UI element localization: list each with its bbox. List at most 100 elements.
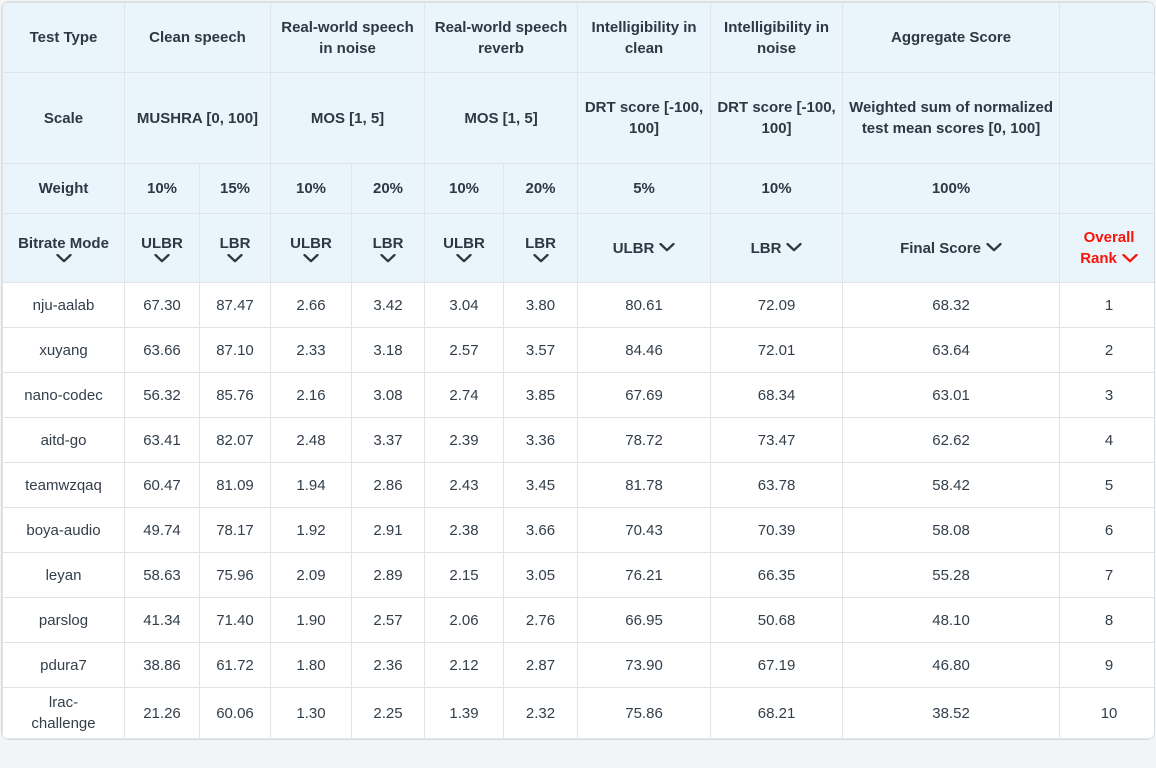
score-cell: 21.26 (124, 687, 200, 739)
team-name-cell: lrac-challenge (2, 687, 125, 739)
score-cell: 3.80 (503, 282, 579, 328)
score-cell: 2.16 (270, 372, 352, 418)
sort-header-final-score-9[interactable]: Final Score (842, 213, 1061, 283)
sort-header-ulbr-7[interactable]: ULBR (577, 213, 712, 283)
chevron-down-icon (55, 254, 72, 263)
score-cell: 48.10 (842, 597, 1061, 643)
header-label: Real-world speech reverb (434, 18, 568, 57)
header-cell-scale-drt-score-100-100: DRT score [-100, 100] (577, 72, 712, 164)
score-cell: 75.86 (577, 687, 712, 739)
table-row-nju-aalab: nju-aalab 67.30 87.47 2.66 3.42 3.04 3.80 80.61… (2, 282, 1154, 328)
score-cell: 41.34 (124, 597, 200, 643)
score-cell: 1.94 (270, 462, 352, 508)
score-cell: 3.42 (350, 282, 426, 328)
score-cell: 76.21 (577, 552, 712, 598)
score-cell: 2.87 (503, 642, 579, 688)
sort-header-lbr-8[interactable]: LBR (710, 213, 844, 283)
score-cell: 2.12 (424, 642, 505, 688)
score-cell: 2.66 (270, 282, 352, 328)
header-cell-scale-empty (1059, 72, 1154, 164)
score-cell: 67.19 (710, 642, 844, 688)
sort-header-label: ULBR (443, 235, 485, 252)
table-row-boya-audio: boya-audio 49.74 78.17 1.92 2.91 2.38 3.66 70.4… (2, 507, 1154, 553)
header-cell-test-type-intelligibility-in-noise: Intelligibility in noise (710, 2, 844, 73)
rank-cell: 10 (1059, 687, 1154, 739)
header-label: 20% (525, 180, 556, 197)
header-cell-scale-drt-score-100-100: DRT score [-100, 100] (710, 72, 844, 164)
header-cell-test-type-intelligibility-in-clean: Intelligibility in clean (577, 2, 712, 73)
score-cell: 2.15 (424, 552, 505, 598)
table-row-nano-codec: nano-codec 56.32 85.76 2.16 3.08 2.74 3.85 67.6… (2, 372, 1154, 418)
score-cell: 3.08 (350, 372, 426, 418)
header-row-scale: Scale MUSHRA [0, 100] MOS [1, 5] MOS [1, 5]… (2, 72, 1154, 164)
table-row-aitd-go: aitd-go 63.41 82.07 2.48 3.37 2.39 3.36 78.72 73… (2, 417, 1154, 463)
score-cell: 67.30 (124, 282, 200, 328)
score-cell: 58.63 (124, 552, 200, 598)
score-cell: 3.57 (503, 327, 579, 373)
rank-cell: 7 (1059, 552, 1154, 598)
score-cell: 81.78 (577, 462, 712, 508)
score-cell: 2.74 (424, 372, 505, 418)
header-cell-weight-weight: Weight (2, 163, 125, 214)
header-label: 20% (372, 180, 404, 197)
score-cell: 1.80 (270, 642, 352, 688)
score-cell: 60.06 (199, 687, 271, 739)
sort-header-ulbr-5[interactable]: ULBR (424, 213, 505, 283)
score-cell: 3.18 (350, 327, 426, 373)
sort-header-ulbr-3[interactable]: ULBR (270, 213, 352, 283)
score-cell: 3.85 (503, 372, 579, 418)
sort-header-lbr-2[interactable]: LBR (199, 213, 271, 283)
score-cell: 2.33 (270, 327, 352, 373)
team-name-cell: aitd-go (2, 417, 125, 463)
header-cell-test-type-real-world-speech-in-noise: Real-world speech in noise (269, 2, 426, 73)
header-label: Intelligibility in clean (591, 18, 697, 57)
chevron-down-icon (154, 254, 170, 263)
chevron-down-icon (659, 243, 676, 252)
score-cell: 87.10 (199, 327, 271, 373)
chevron-down-icon (986, 243, 1002, 252)
score-cell: 70.43 (577, 507, 712, 553)
rank-cell: 2 (1059, 327, 1154, 373)
score-cell: 63.64 (842, 327, 1061, 373)
score-cell: 63.41 (124, 417, 200, 463)
score-cell: 3.45 (503, 462, 579, 508)
score-cell: 46.80 (842, 642, 1061, 688)
sort-header-overall-rank-10[interactable]: Overall Rank (1059, 213, 1154, 283)
score-cell: 70.39 (710, 507, 844, 553)
score-cell: 1.90 (270, 597, 352, 643)
score-cell: 67.69 (577, 372, 712, 418)
team-name-cell: leyan (2, 552, 125, 598)
rank-cell: 5 (1059, 462, 1154, 508)
score-cell: 71.40 (199, 597, 271, 643)
header-cell-weight-100: 100% (842, 163, 1061, 214)
score-cell: 38.86 (124, 642, 200, 688)
score-cell: 1.92 (270, 507, 352, 553)
score-cell: 2.09 (270, 552, 352, 598)
sort-header-label: LBR (750, 239, 782, 257)
sort-header-ulbr-1[interactable]: ULBR (124, 213, 200, 283)
score-cell: 3.66 (503, 507, 579, 553)
sort-header-bitrate-mode-0[interactable]: Bitrate Mode (2, 213, 125, 283)
score-cell: 2.57 (424, 327, 505, 373)
team-name-cell: nju-aalab (2, 282, 125, 328)
header-cell-scale-weighted-sum-of-normalized-test-mean-scores-0-100: Weighted sum of normalized test mean sco… (842, 72, 1061, 164)
sort-header-lbr-6[interactable]: LBR (503, 213, 579, 283)
score-cell: 2.06 (424, 597, 505, 643)
score-cell: 2.89 (350, 552, 426, 598)
sort-header-lbr-4[interactable]: LBR (350, 213, 426, 283)
header-label: Clean speech (149, 29, 246, 46)
header-cell-scale-mushra-0-100: MUSHRA [0, 100] (124, 72, 271, 164)
team-name-cell: pdura7 (2, 642, 125, 688)
score-cell: 63.78 (710, 462, 844, 508)
sort-header-label: Final Score (900, 239, 981, 257)
header-cell-weight-20: 20% (503, 163, 579, 214)
score-cell: 60.47 (124, 462, 200, 508)
sort-header-label: LBR (525, 235, 556, 252)
chevron-down-icon (303, 254, 319, 263)
score-cell: 2.39 (424, 417, 505, 463)
score-cell: 1.30 (270, 687, 352, 739)
table-row-xuyang: xuyang 63.66 87.10 2.33 3.18 2.57 3.57 84.46 72.… (2, 327, 1154, 373)
score-cell: 3.05 (503, 552, 579, 598)
header-cell-weight-10: 10% (270, 163, 352, 214)
header-cell-test-type-clean-speech: Clean speech (124, 2, 271, 73)
